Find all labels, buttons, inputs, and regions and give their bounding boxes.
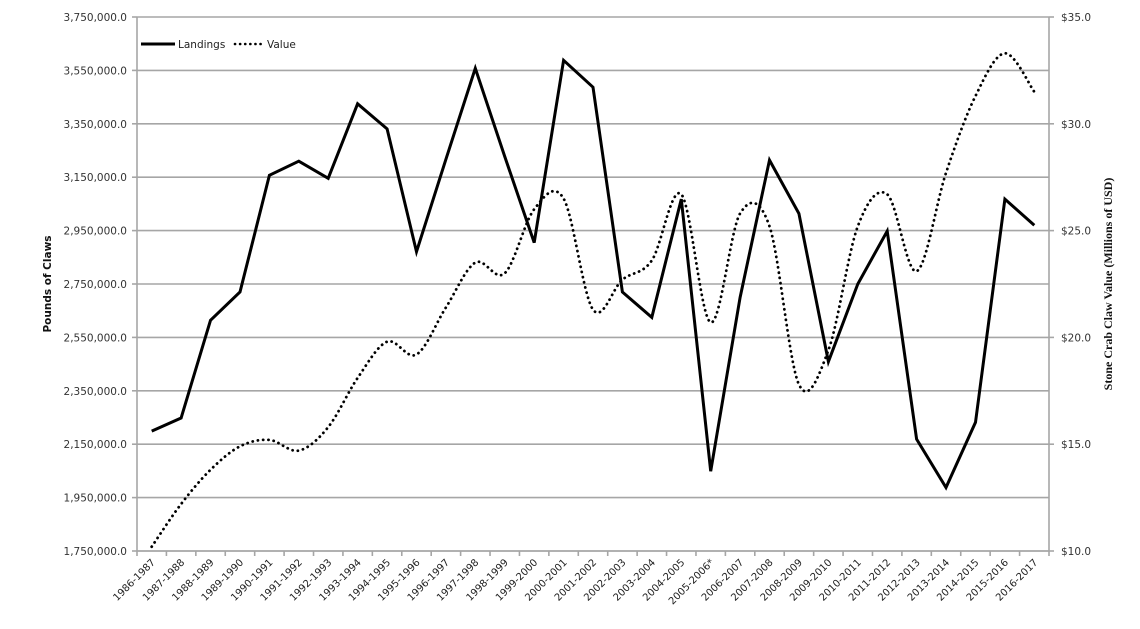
left-tick-label: 2,550,000.0 (64, 332, 127, 344)
right-axis-title: Stone Crab Claw Value (Millions of USD) (1101, 178, 1115, 391)
left-tick-label: 3,550,000.0 (64, 65, 127, 77)
right-tick-label: $30.0 (1061, 119, 1091, 131)
right-tick-label: $20.0 (1061, 332, 1091, 344)
left-tick-label: 1,950,000.0 (64, 493, 127, 505)
left-tick-label: 1,750,000.0 (64, 546, 127, 558)
left-tick-label: 3,150,000.0 (64, 172, 127, 184)
axes (132, 16, 1054, 556)
left-tick-label: 2,950,000.0 (64, 226, 127, 238)
gridlines (137, 16, 1049, 552)
right-tick-label: $25.0 (1061, 226, 1091, 238)
right-tick-label: $15.0 (1061, 439, 1091, 451)
right-tick-label: $10.0 (1061, 546, 1091, 558)
legend-label: Value (267, 39, 296, 51)
legend-item-value: Value (233, 39, 296, 51)
left-tick-label: 2,350,000.0 (64, 386, 127, 398)
x-axis-tick-labels: 1986-19871987-19881988-19891989-19901990… (112, 557, 1041, 607)
left-tick-label: 2,150,000.0 (64, 439, 127, 451)
left-axis-title: Pounds of Claws (42, 235, 54, 332)
legend-item-landings: Landings (141, 39, 225, 51)
value-series-line (150, 51, 1036, 549)
series-lines (150, 51, 1036, 549)
left-tick-label: 3,750,000.0 (64, 12, 127, 24)
legend: Landings Value (141, 39, 296, 51)
right-tick-label: $35.0 (1061, 12, 1091, 24)
left-axis-tick-labels: 1,750,000.0 1,950,000.0 2,150,000.0 2,350,0… (64, 12, 127, 558)
legend-label: Landings (178, 39, 225, 51)
left-tick-label: 2,750,000.0 (64, 279, 127, 291)
left-tick-label: 3,350,000.0 (64, 119, 127, 131)
landings-series-line (151, 57, 1036, 491)
right-axis-tick-labels: $10.0 $15.0 $20.0 $25.0 $30.0 $35.0 (1061, 12, 1091, 558)
